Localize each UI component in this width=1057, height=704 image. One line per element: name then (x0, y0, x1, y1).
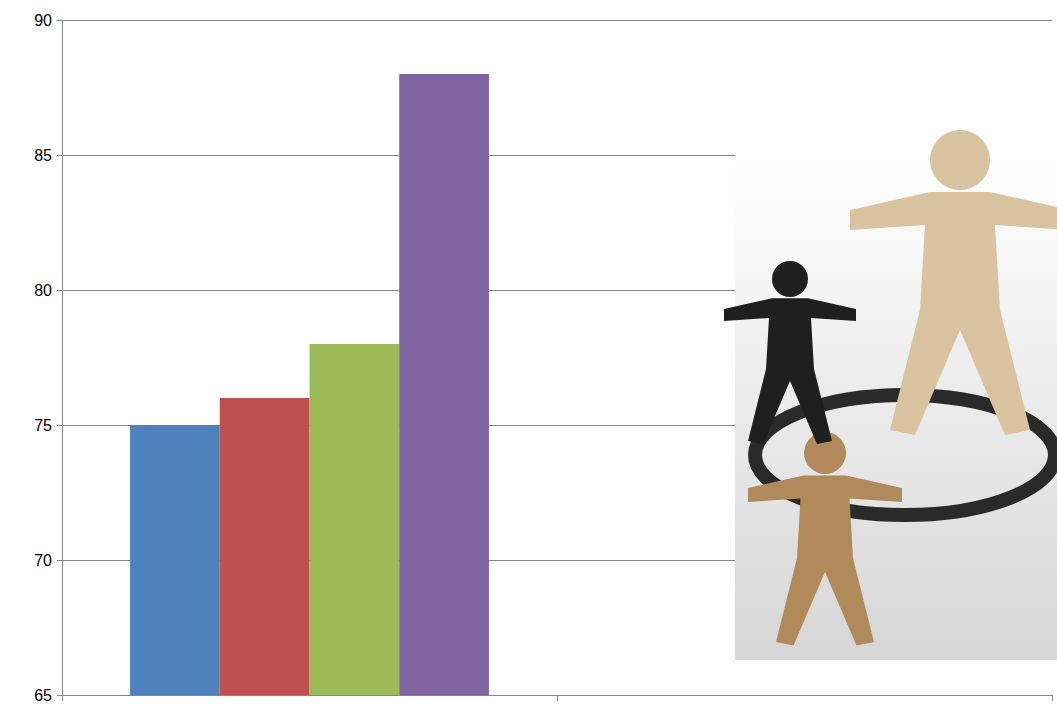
paper-figure (724, 261, 856, 444)
paper-figure (850, 130, 1057, 435)
grid-line (62, 20, 1052, 21)
y-tick: 85 (34, 147, 62, 164)
y-tick-label: 65 (34, 687, 52, 704)
bar (310, 344, 400, 695)
bar (130, 425, 220, 695)
y-axis-line (62, 21, 63, 696)
y-tick-mark (57, 695, 62, 696)
y-tick: 90 (34, 12, 62, 29)
y-tick: 70 (34, 552, 62, 569)
figure-head (772, 261, 808, 297)
bar (399, 74, 489, 695)
figure-head (930, 130, 990, 190)
x-band-ticks (62, 695, 1052, 701)
bars (130, 74, 489, 695)
plot: 65 70 75 80 85 90 (34, 12, 1057, 704)
bar (220, 398, 310, 695)
photo (724, 130, 1057, 660)
y-tick-label: 75 (34, 417, 52, 434)
y-tick-mark (57, 560, 62, 561)
y-tick: 80 (34, 282, 62, 299)
y-tick-mark (57, 155, 62, 156)
y-tick-mark (57, 20, 62, 21)
y-tick-label: 90 (34, 12, 52, 29)
y-tick-mark (57, 425, 62, 426)
y-tick: 65 (34, 687, 62, 704)
figure-body (724, 298, 856, 444)
y-tick-label: 85 (34, 147, 52, 164)
paper-figure (748, 432, 902, 646)
y-tick-label: 70 (34, 552, 52, 569)
y-tick-mark (57, 290, 62, 291)
figure-body (850, 192, 1057, 435)
x-band-tick (62, 695, 63, 701)
x-band-tick (557, 695, 558, 701)
y-axis: 65 70 75 80 85 90 (34, 12, 62, 704)
y-tick: 75 (34, 417, 62, 434)
x-axis (62, 695, 1053, 701)
chart: 65 70 75 80 85 90 (0, 0, 1057, 704)
x-band-tick (1052, 695, 1053, 701)
y-tick-label: 80 (34, 282, 52, 299)
figure-body (748, 475, 902, 645)
